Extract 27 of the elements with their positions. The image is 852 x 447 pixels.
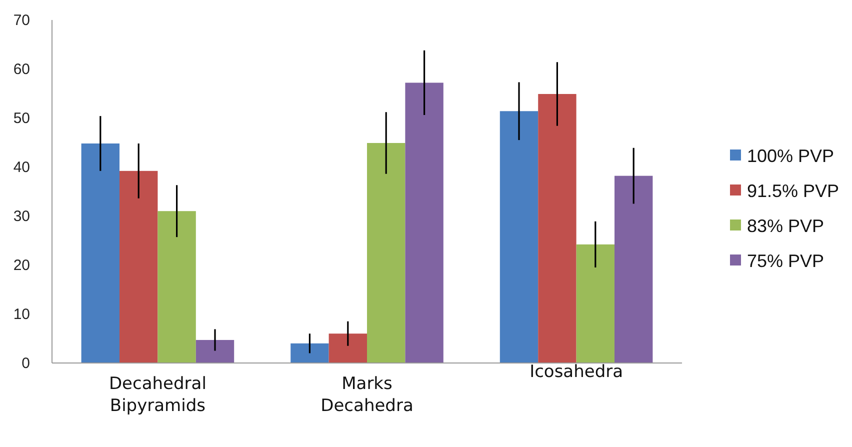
x-tick-label: Marks Decahedra bbox=[320, 374, 414, 416]
y-tick-label: 70 bbox=[13, 12, 30, 29]
bar bbox=[405, 82, 444, 363]
y-tick-label: 40 bbox=[13, 158, 30, 176]
bar bbox=[367, 142, 406, 363]
y-tick-label: 10 bbox=[13, 306, 30, 323]
legend-label: 75% PVP bbox=[747, 250, 824, 271]
legend-label: 83% PVP bbox=[747, 216, 824, 236]
legend-label: 100% PVP bbox=[747, 146, 834, 166]
y-tick-label: 50 bbox=[13, 110, 30, 127]
x-tick-label: Icosahedra bbox=[530, 362, 624, 382]
bar bbox=[158, 211, 196, 363]
legend-label: 91.5% PVP bbox=[747, 180, 840, 201]
y-tick-label: 30 bbox=[13, 208, 30, 225]
y-tick-label: 60 bbox=[13, 60, 30, 78]
bar bbox=[328, 334, 367, 363]
x-tick-label: Decahedral Bipyramids bbox=[108, 374, 206, 416]
bar bbox=[538, 94, 576, 363]
bar bbox=[576, 244, 614, 363]
bar bbox=[500, 111, 538, 363]
bar bbox=[81, 143, 120, 363]
y-tick-label: 20 bbox=[13, 256, 30, 274]
y-tick-label: 0 bbox=[22, 354, 30, 372]
bar bbox=[196, 340, 234, 363]
bar bbox=[614, 176, 653, 363]
bar bbox=[120, 170, 158, 363]
bar bbox=[290, 343, 329, 363]
